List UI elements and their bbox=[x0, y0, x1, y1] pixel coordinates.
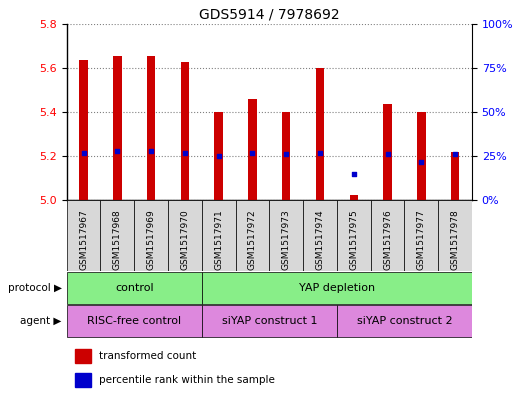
Bar bbox=[202, 200, 235, 271]
Text: transformed count: transformed count bbox=[99, 351, 196, 361]
Point bbox=[417, 158, 425, 165]
Point bbox=[383, 151, 391, 158]
Bar bbox=[67, 200, 101, 271]
Bar bbox=[349, 195, 358, 200]
Title: GDS5914 / 7978692: GDS5914 / 7978692 bbox=[199, 7, 340, 21]
Bar bbox=[101, 200, 134, 271]
Bar bbox=[80, 60, 88, 200]
Text: YAP depletion: YAP depletion bbox=[299, 283, 375, 293]
Bar bbox=[202, 272, 472, 304]
Bar bbox=[248, 99, 256, 200]
Text: GSM1517971: GSM1517971 bbox=[214, 209, 223, 270]
Bar bbox=[417, 112, 425, 200]
Text: percentile rank within the sample: percentile rank within the sample bbox=[99, 375, 275, 385]
Text: GSM1517976: GSM1517976 bbox=[383, 209, 392, 270]
Text: siYAP construct 2: siYAP construct 2 bbox=[357, 316, 452, 326]
Bar bbox=[75, 373, 91, 387]
Bar bbox=[67, 272, 202, 304]
Text: GSM1517970: GSM1517970 bbox=[181, 209, 189, 270]
Bar bbox=[113, 56, 122, 200]
Bar bbox=[181, 62, 189, 200]
Text: GSM1517968: GSM1517968 bbox=[113, 209, 122, 270]
Text: GSM1517967: GSM1517967 bbox=[79, 209, 88, 270]
Bar bbox=[337, 305, 472, 337]
Point bbox=[80, 149, 88, 156]
Text: GSM1517977: GSM1517977 bbox=[417, 209, 426, 270]
Point bbox=[113, 148, 122, 154]
Bar bbox=[147, 56, 155, 200]
Text: protocol ▶: protocol ▶ bbox=[8, 283, 62, 293]
Bar bbox=[214, 112, 223, 200]
Point bbox=[350, 171, 358, 177]
Bar bbox=[438, 200, 472, 271]
Bar bbox=[383, 104, 392, 200]
Text: siYAP construct 1: siYAP construct 1 bbox=[222, 316, 317, 326]
Bar bbox=[269, 200, 303, 271]
Bar bbox=[404, 200, 438, 271]
Bar bbox=[370, 200, 404, 271]
Text: agent ▶: agent ▶ bbox=[20, 316, 62, 326]
Text: control: control bbox=[115, 283, 153, 293]
Bar bbox=[168, 200, 202, 271]
Bar bbox=[75, 349, 91, 363]
Point bbox=[181, 149, 189, 156]
Bar bbox=[67, 305, 202, 337]
Text: GSM1517969: GSM1517969 bbox=[147, 209, 155, 270]
Text: RISC-free control: RISC-free control bbox=[87, 316, 181, 326]
Bar bbox=[303, 200, 337, 271]
Bar bbox=[134, 200, 168, 271]
Text: GSM1517972: GSM1517972 bbox=[248, 209, 257, 270]
Text: GSM1517974: GSM1517974 bbox=[315, 209, 325, 270]
Point bbox=[214, 153, 223, 159]
Text: GSM1517975: GSM1517975 bbox=[349, 209, 358, 270]
Point bbox=[451, 151, 459, 158]
Text: GSM1517978: GSM1517978 bbox=[450, 209, 460, 270]
Bar bbox=[282, 112, 290, 200]
Bar bbox=[235, 200, 269, 271]
Bar bbox=[337, 200, 370, 271]
Bar bbox=[451, 152, 459, 200]
Point bbox=[147, 148, 155, 154]
Point bbox=[248, 149, 256, 156]
Bar bbox=[316, 68, 324, 200]
Point bbox=[282, 151, 290, 158]
Bar bbox=[202, 305, 337, 337]
Text: GSM1517973: GSM1517973 bbox=[282, 209, 291, 270]
Point bbox=[316, 149, 324, 156]
